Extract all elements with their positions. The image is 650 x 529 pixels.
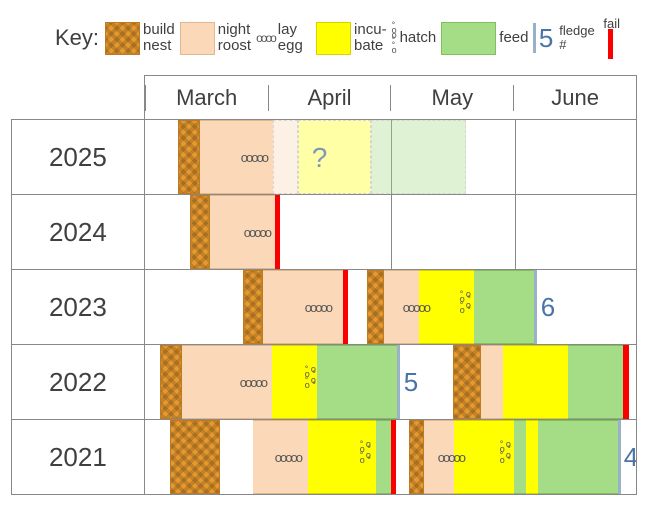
- predicted-marker: ?: [312, 142, 328, 174]
- row-2022: 2022 ooooo ° oo °° oo ° 5: [11, 344, 636, 419]
- eggs-marker: ooooo: [240, 375, 266, 390]
- segment-feed: [317, 345, 397, 419]
- eggs-marker: ooooo: [438, 450, 464, 465]
- fledge-count: 5: [404, 367, 418, 398]
- col-march: March: [145, 85, 268, 111]
- col-april: April: [268, 85, 391, 111]
- fledge-bar-icon: [533, 23, 535, 53]
- header-blank: [11, 75, 144, 119]
- segment-incu: [503, 345, 568, 419]
- segment-incu: [298, 120, 371, 194]
- col-may: May: [390, 85, 513, 111]
- segment-fledgemark: [618, 420, 621, 494]
- year-label: 2025: [11, 119, 144, 194]
- segment-feed: [538, 420, 618, 494]
- segment-build: [160, 345, 182, 419]
- col-june: June: [513, 85, 636, 111]
- segment-build: [170, 420, 220, 494]
- segment-feed: [371, 120, 466, 194]
- eggs-icon: oooo: [256, 31, 275, 45]
- eggs-marker: ooooo: [275, 450, 301, 465]
- year-label: 2021: [11, 419, 144, 494]
- timeline-2025: ooooo?: [144, 119, 636, 194]
- timeline-chart: March April May June 2025ooooo?2024ooooo…: [11, 75, 637, 495]
- eggs-marker: ooooo: [403, 300, 429, 315]
- segment-build: [409, 420, 424, 494]
- legend-hatch: ° oo °° o hatch: [392, 23, 437, 53]
- swatch-incu-icon: [316, 22, 351, 55]
- eggs-marker: ooooo: [244, 225, 270, 240]
- segment-fledgemark: [534, 270, 537, 344]
- timeline-2021: ooooo ° oo °° oo ° ooooo ° oo °° oo ° 4: [144, 419, 636, 494]
- legend-build: build nest: [105, 22, 175, 55]
- hatch-marker: ° oo °° oo °: [305, 367, 317, 389]
- row-2023: 2023 ooooo ooooo ° oo °° oo ° 6: [11, 269, 636, 344]
- segment-feed: [514, 420, 526, 494]
- legend-layegg: oooo lay egg: [256, 22, 311, 54]
- legend-feed: feed: [441, 22, 528, 55]
- hatch-marker: ° oo °° oo °: [360, 442, 372, 464]
- hatch-marker: ° oo °° oo °: [460, 292, 472, 314]
- segment-failmark: [275, 195, 280, 269]
- segment-failmark: [391, 420, 396, 494]
- segment-feed: [568, 345, 623, 419]
- segment-fledgemark: [397, 345, 400, 419]
- segment-failmark: [623, 345, 629, 419]
- segment-build: [190, 195, 210, 269]
- hatch-marker: ° oo °° oo °: [500, 442, 512, 464]
- segment-feed: [474, 270, 534, 344]
- timeline-2023: ooooo ooooo ° oo °° oo ° 6: [144, 269, 636, 344]
- segment-failmark: [343, 270, 348, 344]
- fail-bar-icon: [608, 29, 613, 59]
- hatch-icon: ° oo °° o: [392, 23, 397, 53]
- timeline-2024: ooooo: [144, 194, 636, 269]
- year-label: 2022: [11, 344, 144, 419]
- legend-incubate: incu- bate: [316, 22, 387, 55]
- row-2024: 2024 ooooo: [11, 194, 636, 269]
- legend-roost: night roost: [180, 22, 251, 55]
- segment-build: [243, 270, 263, 344]
- segment-build: [178, 120, 200, 194]
- segment-incu: [526, 420, 538, 494]
- swatch-roost-icon: [180, 22, 215, 55]
- year-label: 2024: [11, 194, 144, 269]
- legend-fledge: 5 fledge #: [533, 23, 595, 54]
- eggs-marker: ooooo: [241, 150, 267, 165]
- eggs-marker: ooooo: [305, 300, 331, 315]
- segment-build: [367, 270, 384, 344]
- row-2025: 2025ooooo?: [11, 119, 636, 194]
- legend: Key: build nest night roost oooo lay egg…: [55, 18, 630, 58]
- legend-label: Key:: [55, 25, 99, 51]
- swatch-feed-icon: [441, 22, 496, 55]
- fledge-count: 4: [624, 442, 636, 473]
- fledge-count: 6: [541, 292, 555, 323]
- timeline-2022: ooooo ° oo °° oo ° 5: [144, 344, 636, 419]
- row-2021: 2021 ooooo ° oo °° oo ° ooooo ° oo °° oo ° 4: [11, 419, 636, 494]
- header-row: March April May June: [11, 75, 636, 119]
- header-months: March April May June: [144, 75, 636, 119]
- segment-roost: [273, 120, 298, 194]
- legend-fail: fail: [600, 23, 625, 53]
- year-label: 2023: [11, 269, 144, 344]
- segment-roost: [481, 345, 503, 419]
- segment-feed: [376, 420, 391, 494]
- segment-build: [453, 345, 481, 419]
- swatch-build-icon: [105, 22, 140, 55]
